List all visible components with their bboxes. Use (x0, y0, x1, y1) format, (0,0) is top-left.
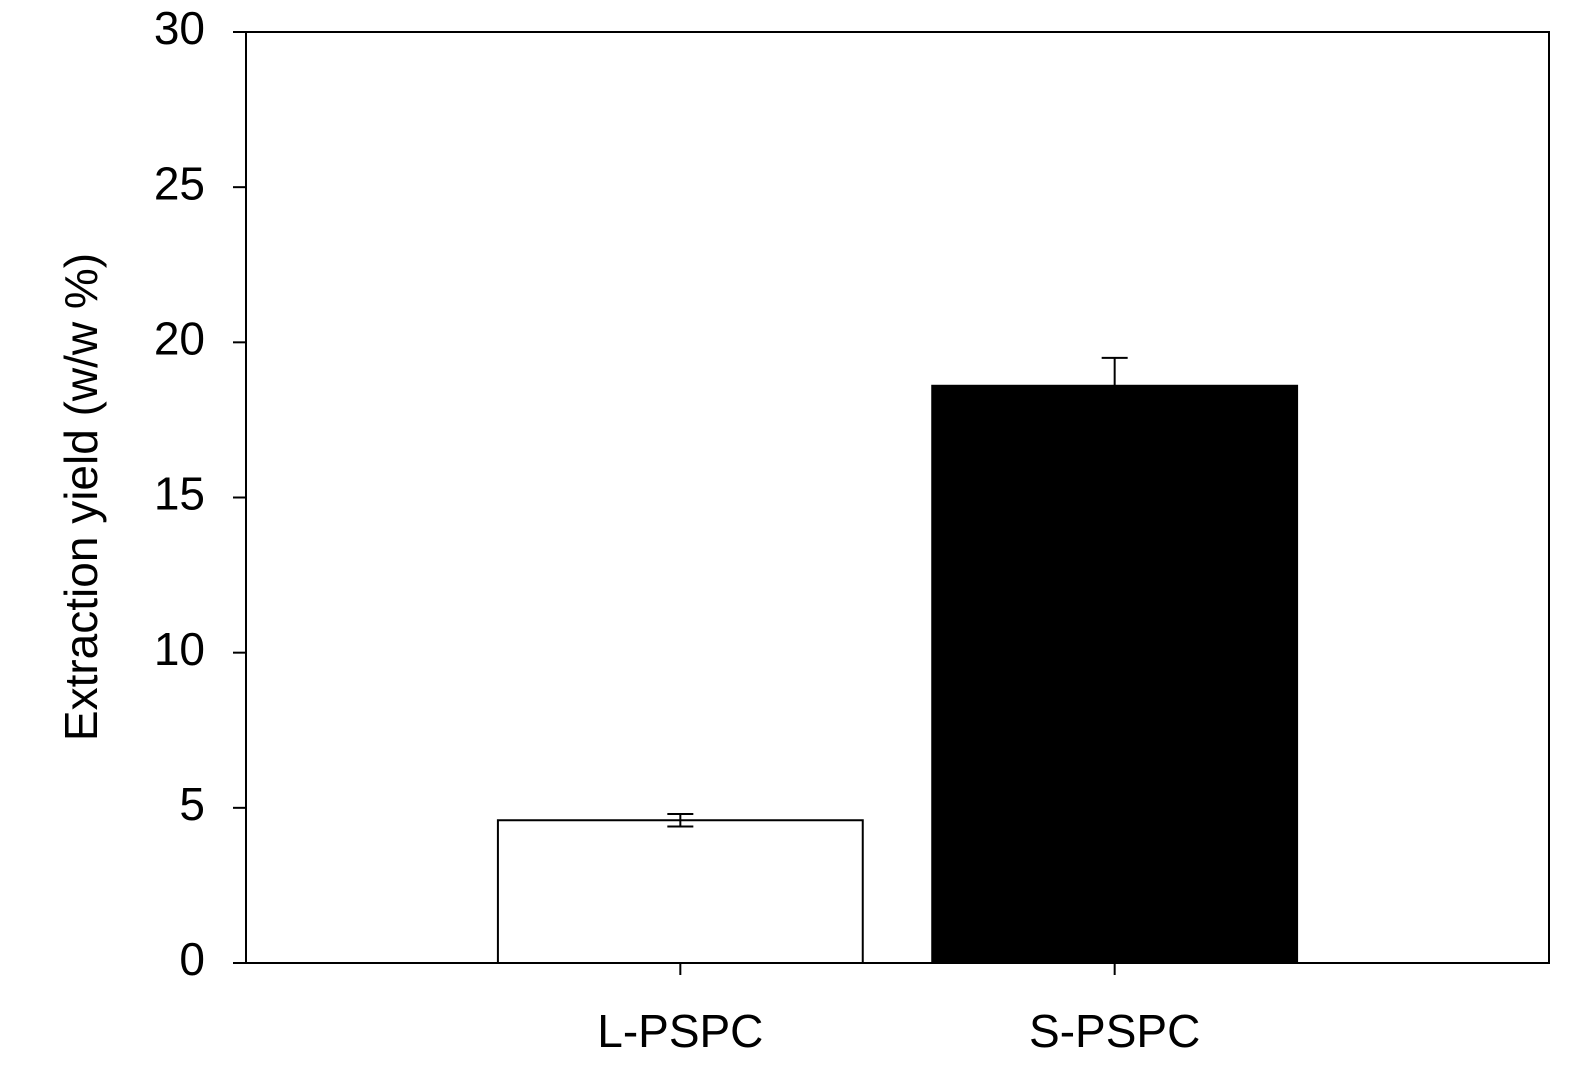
x-tick-label: L-PSPC (597, 1005, 763, 1057)
x-tick-label: S-PSPC (1029, 1005, 1200, 1057)
bar (496, 819, 864, 964)
y-tick-label: 0 (179, 933, 205, 985)
y-tick-label: 10 (154, 623, 205, 675)
bar (931, 384, 1299, 964)
error-bar (1101, 356, 1128, 415)
y-tick-label: 30 (154, 2, 205, 54)
y-tick-label: 15 (154, 468, 205, 520)
y-axis-label: Extraction yield (w/w %) (55, 253, 107, 741)
y-tick-label: 20 (154, 312, 205, 364)
y-tick-label: 5 (179, 778, 205, 830)
y-tick-label: 25 (154, 157, 205, 209)
error-bar (667, 813, 694, 828)
plot-frame (245, 31, 1550, 964)
